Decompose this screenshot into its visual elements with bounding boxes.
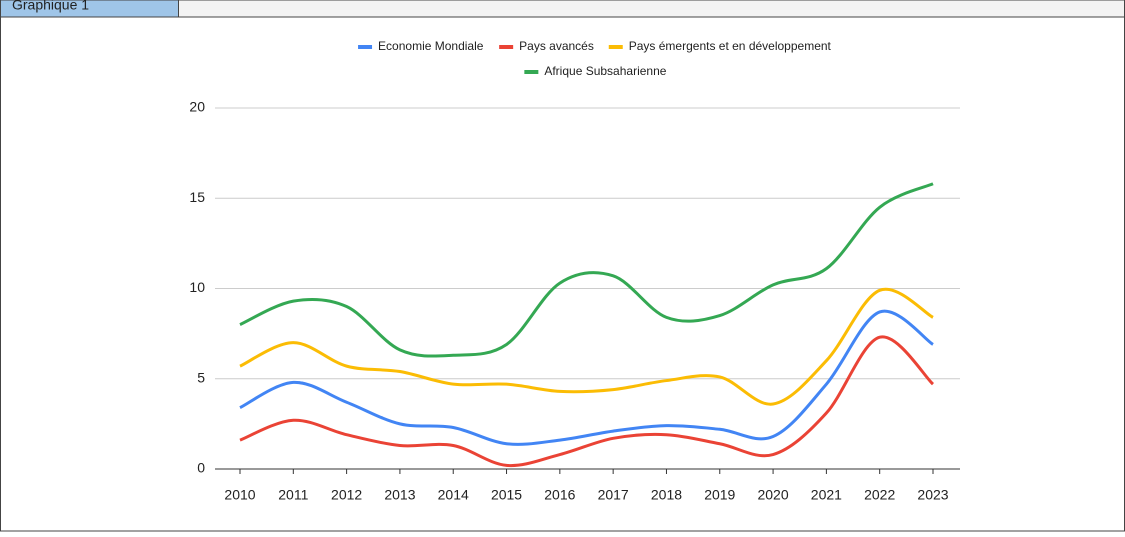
legend-label: Economie Mondiale [378,39,484,53]
x-tick-label: 2011 [278,487,308,503]
legend-label: Pays émergents et en développement [629,39,832,53]
series-line [239,287,934,406]
series-line [239,309,934,446]
legend-label: Afrique Subsaharienne [544,64,666,78]
x-tick-label: 2018 [651,487,682,503]
y-tick-label: 20 [189,99,205,115]
y-tick-label: 5 [197,369,205,385]
x-tick-label: 2010 [224,487,255,503]
x-tick-label: 2013 [384,487,415,503]
legend-label: Pays avancés [519,39,594,53]
y-tick-label: 10 [189,279,205,295]
x-tick-label: 2016 [544,487,575,503]
x-tick-label: 2023 [917,487,948,503]
x-tick-label: 2012 [331,487,362,503]
x-tick-label: 2022 [864,487,895,503]
header-label: Graphique 1 [12,0,89,13]
x-tick-label: 2019 [704,487,735,503]
x-tick-label: 2021 [811,487,842,503]
y-tick-label: 0 [197,460,205,476]
series-line [239,335,935,468]
x-tick-label: 2014 [438,487,469,503]
header-title-cell [178,0,1125,18]
x-tick-label: 2020 [757,487,788,503]
series-line [239,182,934,358]
y-tick-label: 15 [189,189,205,205]
x-tick-label: 2015 [491,487,522,503]
x-tick-label: 2017 [598,487,629,503]
